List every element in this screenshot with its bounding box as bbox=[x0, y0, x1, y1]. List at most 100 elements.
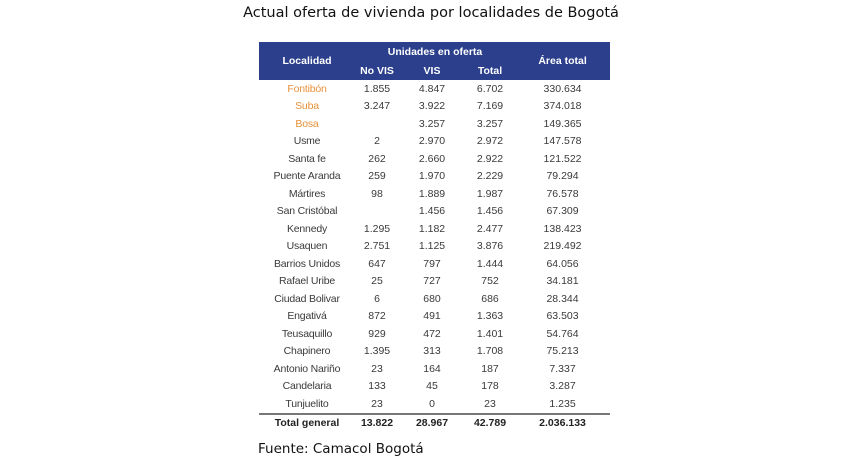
cell-no-vis: 6 bbox=[374, 292, 380, 305]
cell-no-vis bbox=[355, 115, 399, 133]
table-row: Bosa 3.257 3.257 149.365 bbox=[259, 115, 610, 133]
cell-area: 54.764 bbox=[546, 327, 579, 340]
total-label: Total general bbox=[259, 412, 355, 432]
cell-vis: 727 bbox=[423, 275, 441, 288]
table-row: Kennedy 1.295 1.182 2.477 138.423 bbox=[259, 220, 610, 238]
cell-no-vis: 872 bbox=[368, 310, 386, 323]
cell-no-vis: 1.395 bbox=[363, 345, 391, 358]
table-row: Rafael Uribe 25 727 752 34.181 bbox=[259, 273, 610, 291]
cell-total: 187 bbox=[481, 362, 499, 375]
table-row: Ciudad Bolivar 6 680 686 28.344 bbox=[259, 290, 610, 308]
cell-area: 75.213 bbox=[546, 345, 579, 358]
table-row: Tunjuelito 23 0 23 1.235 bbox=[259, 395, 610, 414]
cell-area: 330.634 bbox=[543, 82, 582, 95]
cell-localidad: Ciudad Bolivar bbox=[274, 292, 340, 305]
cell-vis: 1.456 bbox=[418, 205, 446, 218]
cell-area: 63.503 bbox=[546, 310, 579, 323]
table-title: Actual oferta de vivienda por localidade… bbox=[243, 5, 619, 21]
cell-localidad: Candelaria bbox=[282, 380, 332, 393]
cell-vis: 45 bbox=[426, 380, 438, 393]
cell-localidad: Teusaquillo bbox=[281, 327, 333, 340]
cell-vis: 3.922 bbox=[418, 100, 446, 113]
cell-no-vis: 1.295 bbox=[363, 222, 391, 235]
table-row: Teusaquillo 929 472 1.401 54.764 bbox=[259, 325, 610, 343]
total-no-vis: 13.822 bbox=[355, 412, 399, 432]
cell-localidad: San Cristóbal bbox=[276, 205, 338, 218]
total-row: Total general 13.822 28.967 42.789 2.036… bbox=[259, 412, 611, 432]
cell-localidad: Barrios Unidos bbox=[273, 257, 341, 270]
cell-no-vis: 23 bbox=[371, 397, 383, 410]
cell-vis: 1.125 bbox=[418, 240, 446, 253]
cell-localidad: Santa fe bbox=[288, 152, 326, 165]
cell-total: 6.702 bbox=[476, 82, 504, 95]
cell-area: 34.181 bbox=[546, 275, 579, 288]
cell-localidad: Mártires bbox=[288, 187, 326, 200]
cell-total: 2.477 bbox=[476, 222, 504, 235]
cell-vis: 313 bbox=[423, 345, 441, 358]
cell-total: 178 bbox=[481, 380, 499, 393]
table-row: Usaquen 2.751 1.125 3.876 219.492 bbox=[259, 238, 610, 256]
cell-area: 147.578 bbox=[543, 135, 582, 148]
housing-offer-table: Localidad Unidades en oferta Área total … bbox=[259, 42, 611, 432]
cell-total: 686 bbox=[481, 292, 499, 305]
table-row: Antonio Nariño 23 164 187 7.337 bbox=[259, 360, 610, 378]
cell-area: 76.578 bbox=[546, 187, 579, 200]
cell-vis: 1.182 bbox=[418, 222, 446, 235]
cell-no-vis: 25 bbox=[371, 275, 383, 288]
table-row: Mártires 98 1.889 1.987 76.578 bbox=[259, 185, 610, 203]
cell-no-vis: 262 bbox=[368, 152, 386, 165]
cell-vis: 3.257 bbox=[418, 117, 446, 130]
table-row: Chapinero 1.395 313 1.708 75.213 bbox=[259, 343, 610, 361]
cell-no-vis: 98 bbox=[371, 187, 383, 200]
cell-area: 64.056 bbox=[546, 257, 579, 270]
cell-area: 1.235 bbox=[549, 397, 576, 410]
total-vis: 28.967 bbox=[399, 412, 465, 432]
cell-vis: 2.660 bbox=[418, 152, 446, 165]
cell-total: 752 bbox=[481, 275, 499, 288]
cell-area: 121.522 bbox=[543, 152, 582, 165]
table-row: Fontibón 1.855 4.847 6.702 330.634 bbox=[259, 80, 610, 98]
header-no-vis: No VIS bbox=[355, 62, 399, 80]
cell-vis: 1.970 bbox=[418, 170, 446, 183]
cell-area: 219.492 bbox=[543, 240, 582, 253]
cell-total: 1.708 bbox=[476, 345, 504, 358]
cell-vis: 0 bbox=[429, 397, 435, 410]
cell-no-vis: 133 bbox=[368, 380, 386, 393]
cell-total: 1.363 bbox=[476, 310, 504, 323]
table-row: Usme 2 2.970 2.972 147.578 bbox=[259, 133, 610, 151]
cell-no-vis: 2.751 bbox=[363, 240, 391, 253]
table-row: Puente Aranda 259 1.970 2.229 79.294 bbox=[259, 168, 610, 186]
cell-vis: 164 bbox=[423, 362, 441, 375]
cell-total: 3.876 bbox=[476, 240, 504, 253]
cell-vis: 4.847 bbox=[418, 82, 446, 95]
header-area: Área total bbox=[515, 42, 611, 80]
cell-no-vis: 23 bbox=[371, 362, 383, 375]
header-unidades-group: Unidades en oferta bbox=[355, 42, 516, 62]
cell-area: 28.344 bbox=[546, 292, 579, 305]
cell-no-vis: 647 bbox=[368, 257, 386, 270]
cell-vis: 680 bbox=[423, 292, 441, 305]
cell-total: 2.972 bbox=[476, 135, 504, 148]
cell-area: 7.337 bbox=[549, 362, 576, 375]
cell-localidad: Bosa bbox=[295, 117, 319, 130]
cell-no-vis: 929 bbox=[368, 327, 386, 340]
cell-area: 138.423 bbox=[543, 222, 582, 235]
cell-total: 7.169 bbox=[476, 100, 504, 113]
cell-area: 79.294 bbox=[546, 170, 579, 183]
cell-localidad: Antonio Nariño bbox=[273, 362, 341, 375]
cell-no-vis bbox=[355, 203, 399, 221]
cell-localidad: Puente Aranda bbox=[273, 170, 341, 183]
cell-total: 3.257 bbox=[476, 117, 504, 130]
table-row: Suba 3.247 3.922 7.169 374.018 bbox=[259, 98, 610, 116]
table-row: Candelaria 133 45 178 3.287 bbox=[259, 378, 610, 396]
cell-vis: 2.970 bbox=[418, 135, 446, 148]
cell-vis: 797 bbox=[423, 257, 441, 270]
cell-localidad: Suba bbox=[295, 100, 319, 113]
cell-area: 149.365 bbox=[543, 117, 582, 130]
cell-total: 1.444 bbox=[476, 257, 504, 270]
cell-localidad: Tunjuelito bbox=[285, 397, 329, 410]
cell-total: 2.922 bbox=[476, 152, 504, 165]
cell-vis: 491 bbox=[423, 310, 441, 323]
cell-localidad: Usaquen bbox=[286, 240, 328, 253]
cell-vis: 1.889 bbox=[418, 187, 446, 200]
